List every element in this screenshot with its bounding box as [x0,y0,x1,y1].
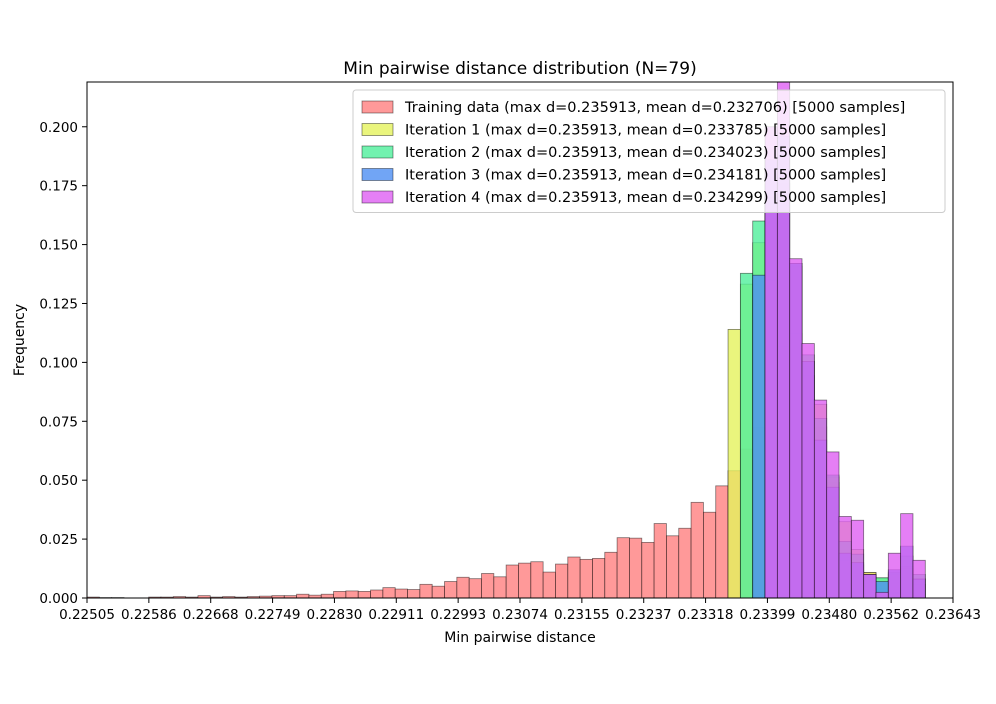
histogram-bar [727,328,741,598]
histogram-bar [407,589,421,598]
histogram-bar [444,581,458,598]
histogram-bar [739,272,754,598]
legend-label: Iteration 1 (max d=0.235913, mean d=0.23… [405,123,886,139]
histogram-bar [863,574,877,598]
legend-swatch [361,168,394,181]
x-axis-label: Min pairwise distance [444,630,595,646]
x-tick-label: 0.22505 [59,607,115,623]
histogram-bar [690,501,704,598]
histogram-bar [456,576,470,598]
histogram-bar [518,562,532,598]
legend-item: Iteration 3 (max d=0.235913, mean d=0.23… [361,168,886,184]
x-tick-label: 0.23480 [801,607,857,623]
y-tick-label: 0.100 [39,355,78,371]
y-tick-label: 0.150 [39,238,78,254]
histogram-bar [419,583,433,598]
histogram-bar [542,571,556,598]
y-axis: 0.000 0.025 0.050 0.075 0.100 0.125 0.150 0.175… [39,120,87,607]
histogram-bar [887,552,902,598]
x-tick-label: 0.23155 [554,607,610,623]
x-tick-label: 0.23399 [740,607,796,623]
histogram-bar [715,485,729,598]
legend-item: Training data (max d=0.235913, mean d=0.… [361,100,905,116]
histogram-bar [555,563,569,598]
y-tick-label: 0.200 [39,120,78,136]
histogram-bar [875,591,889,598]
x-tick-label: 0.22586 [121,607,177,623]
x-tick-label: 0.22993 [430,607,486,623]
histogram-bar [579,558,593,598]
histogram-bar [912,559,926,598]
legend-box [352,89,946,213]
histogram-bar [703,511,717,598]
histogram-bar [370,589,384,598]
histogram-bar [653,523,667,598]
histogram-bar [345,590,359,598]
histogram-bar [838,516,852,598]
histogram-bar [789,258,803,598]
legend-item: Iteration 1 (max d=0.235913, mean d=0.23… [361,123,886,139]
histogram-bar [567,556,581,598]
legend-item: Iteration 2 (max d=0.235913, mean d=0.23… [361,145,886,161]
legend-item: Iteration 4 (max d=0.235913, mean d=0.23… [361,190,886,206]
y-axis-label: Frequency [12,304,28,376]
x-tick-label: 0.23318 [678,607,734,623]
histogram-bar [320,593,334,598]
chart-title: Min pairwise distance distribution (N=79… [343,59,696,79]
legend-swatch [361,100,394,114]
histogram-bar [394,588,408,598]
legend-label: Iteration 3 (max d=0.235913, mean d=0.23… [405,168,886,184]
histogram-bar [604,551,618,598]
histogram-bar [493,576,507,598]
histogram-bar [505,564,519,598]
histogram-bar [431,585,445,598]
y-tick-label: 0.025 [39,532,78,548]
histogram-bar [296,593,310,598]
bars-layer [87,82,926,598]
histogram-bar [850,519,865,598]
legend-label: Iteration 4 (max d=0.235913, mean d=0.23… [405,190,886,206]
y-tick-label: 0.050 [39,473,78,489]
legend-swatch [361,190,394,204]
x-tick-label: 0.23562 [863,607,919,623]
legend-label: Training data (max d=0.235913, mean d=0.… [404,100,905,116]
x-tick-label: 0.22830 [307,607,363,623]
y-tick-label: 0.000 [39,591,78,607]
x-tick-label: 0.23643 [925,607,981,623]
y-tick-label: 0.075 [39,414,78,430]
histogram-bar [468,578,482,598]
histogram-bar [678,527,692,598]
histogram-bar [801,343,815,598]
legend-swatch [361,145,394,159]
legend: Training data (max d=0.235913, mean d=0.… [352,89,946,213]
histogram-bar [826,451,840,598]
histogram-bar [333,591,347,598]
x-tick-label: 0.22749 [245,607,301,623]
legend-label: Iteration 2 (max d=0.235913, mean d=0.23… [405,145,886,161]
histogram-bar [629,537,643,598]
x-tick-label: 0.23237 [616,607,672,623]
histogram-bar [592,558,606,598]
histogram-bar [616,537,630,598]
histogram-bar [382,587,396,598]
y-tick-label: 0.175 [39,179,78,195]
histogram-bar [813,399,828,598]
y-tick-label: 0.125 [39,296,78,312]
histogram-bar [530,561,544,598]
histogram-bar [752,274,766,598]
x-tick-label: 0.22668 [183,607,239,623]
histogram-bar [666,535,680,598]
x-tick-label: 0.22911 [368,607,424,623]
legend-swatch [361,123,394,136]
histogram-bar [900,513,914,598]
x-axis: 0.22505 0.22586 0.22668 0.22749 0.22830 0.229… [59,598,981,623]
histogram-bar [481,573,495,598]
histogram-bar [641,541,655,598]
x-tick-label: 0.23074 [492,607,548,623]
histogram-bar [357,591,371,598]
